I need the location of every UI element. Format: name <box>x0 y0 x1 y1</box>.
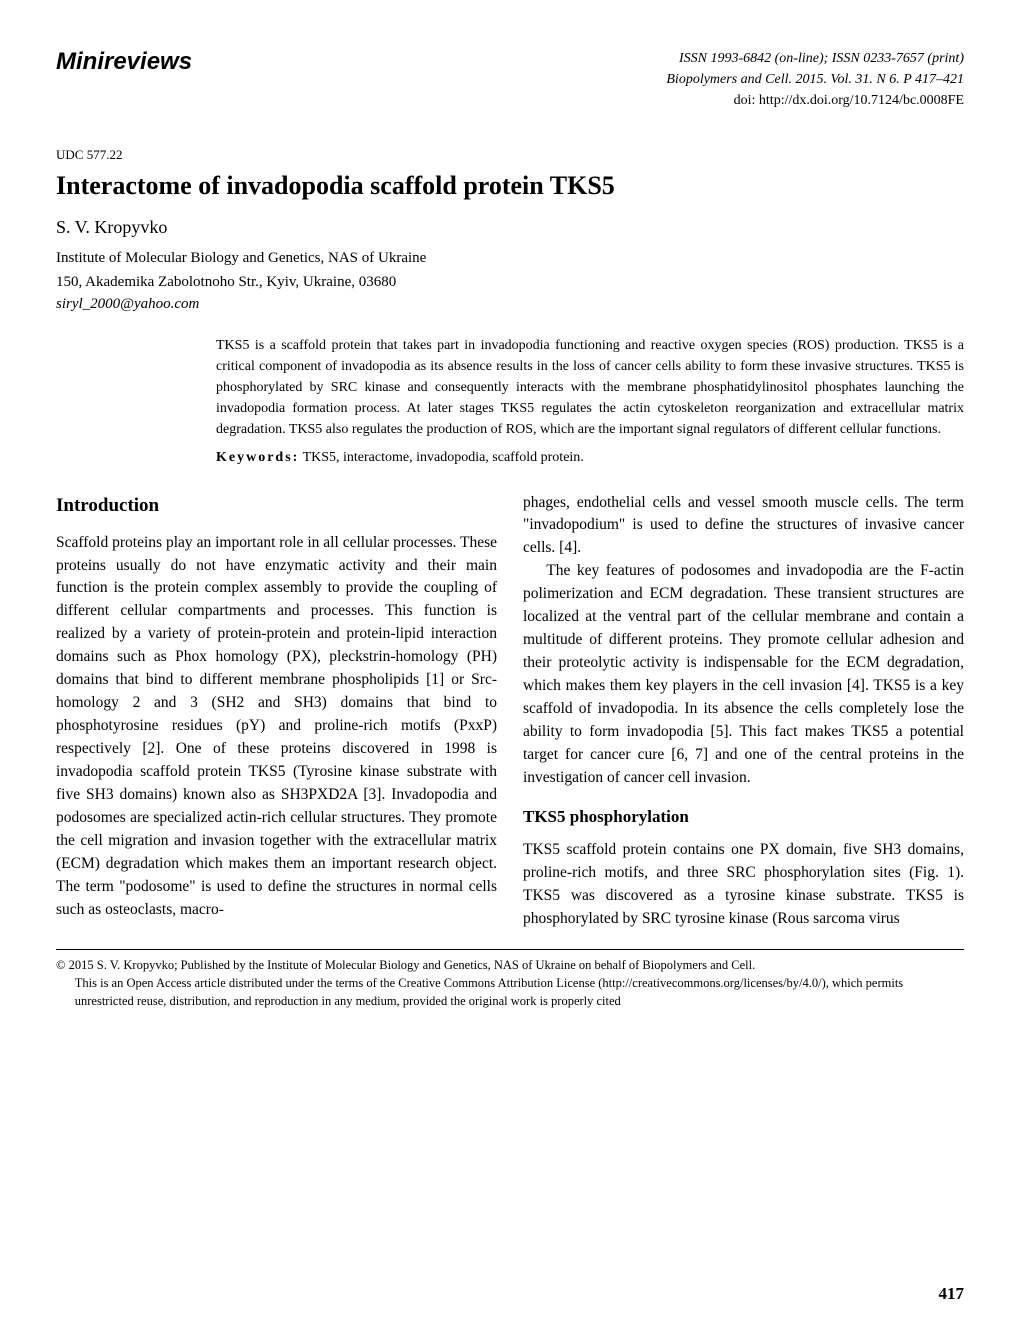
copyright-block: © 2015 S. V. Kropyvko; Published by the … <box>56 956 964 1010</box>
left-column: Introduction Scaffold proteins play an i… <box>56 492 497 931</box>
author-email: siryl_2000@yahoo.com <box>56 296 964 313</box>
intro-paragraph-2: The key features of podosomes and invado… <box>523 560 964 789</box>
right-column: phages, endothelial cells and vessel smo… <box>523 492 964 931</box>
intro-paragraph-1-continuation: phages, endothelial cells and vessel smo… <box>523 492 964 561</box>
introduction-heading: Introduction <box>56 492 497 520</box>
abstract-text: TKS5 is a scaffold protein that takes pa… <box>216 335 964 440</box>
keywords-text: TKS5, interactome, invadopodia, scaffold… <box>299 450 583 465</box>
doi-line: doi: http://dx.doi.org/10.7124/bc.0008FE <box>666 90 964 111</box>
intro-paragraph-1: Scaffold proteins play an important role… <box>56 532 497 922</box>
body-columns: Introduction Scaffold proteins play an i… <box>56 492 964 931</box>
copyright-line-2: This is an Open Access article distribut… <box>56 974 964 1010</box>
keywords-label: Keywords: <box>216 450 299 465</box>
keywords-block: Keywords: TKS5, interactome, invadopodia… <box>216 450 964 466</box>
tks5-paragraph-1: TKS5 scaffold protein contains one PX do… <box>523 839 964 931</box>
footer-divider <box>56 949 964 950</box>
section-label: Minireviews <box>56 48 192 76</box>
tks5-phosphorylation-heading: TKS5 phosphorylation <box>523 804 964 829</box>
author-name: S. V. Kropyvko <box>56 217 964 238</box>
udc-code: UDC 577.22 <box>56 147 964 163</box>
copyright-line-1: © 2015 S. V. Kropyvko; Published by the … <box>56 958 755 972</box>
journal-line: Biopolymers and Cell. 2015. Vol. 31. N 6… <box>666 69 964 90</box>
page-number: 417 <box>939 1284 965 1304</box>
article-title: Interactome of invadopodia scaffold prot… <box>56 171 964 201</box>
header-row: Minireviews ISSN 1993-6842 (on-line); IS… <box>56 48 964 111</box>
affiliation-address: 150, Akademika Zabolotnoho Str., Kyiv, U… <box>56 272 964 294</box>
publication-info: ISSN 1993-6842 (on-line); ISSN 0233-7657… <box>666 48 964 111</box>
affiliation-institute: Institute of Molecular Biology and Genet… <box>56 248 964 270</box>
issn-line: ISSN 1993-6842 (on-line); ISSN 0233-7657… <box>666 48 964 69</box>
